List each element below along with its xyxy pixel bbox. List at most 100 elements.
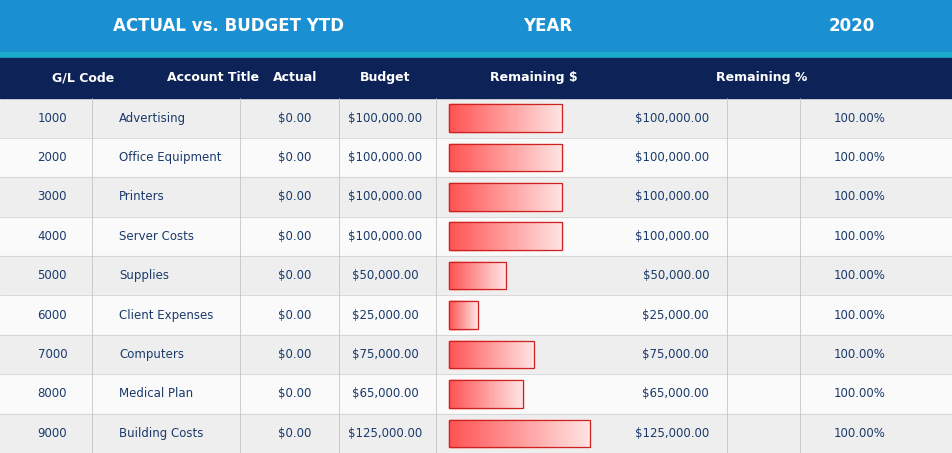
Bar <box>456 301 457 329</box>
Bar <box>0 177 952 217</box>
Bar <box>533 144 536 171</box>
Bar <box>510 341 513 368</box>
Text: Account Title: Account Title <box>167 72 259 84</box>
Bar <box>493 262 495 289</box>
Bar <box>546 144 549 171</box>
Bar <box>481 262 483 289</box>
Bar <box>497 341 500 368</box>
Bar <box>467 222 470 250</box>
Bar <box>504 183 506 211</box>
Bar <box>481 104 485 132</box>
Bar <box>528 222 531 250</box>
Bar <box>457 262 459 289</box>
Bar <box>540 222 543 250</box>
Bar <box>540 104 543 132</box>
Bar <box>472 183 475 211</box>
Bar <box>503 419 506 447</box>
Bar <box>482 341 485 368</box>
Bar <box>501 262 504 289</box>
Bar <box>508 104 511 132</box>
Bar <box>579 419 583 447</box>
Bar <box>519 222 523 250</box>
Bar <box>471 301 473 329</box>
Bar <box>567 419 571 447</box>
Text: $100,000.00: $100,000.00 <box>348 190 423 203</box>
Bar <box>476 341 479 368</box>
Bar <box>496 380 499 408</box>
Bar <box>522 341 525 368</box>
Bar <box>472 301 474 329</box>
Bar <box>484 341 486 368</box>
Bar <box>520 380 522 408</box>
Bar <box>498 380 500 408</box>
Bar <box>461 419 465 447</box>
Bar <box>530 104 534 132</box>
Bar <box>555 144 559 171</box>
Bar <box>449 183 562 211</box>
Bar <box>456 262 458 289</box>
Bar <box>506 341 507 368</box>
Bar <box>560 183 563 211</box>
Bar <box>526 104 529 132</box>
Bar <box>484 262 486 289</box>
Text: $25,000.00: $25,000.00 <box>352 308 419 322</box>
Text: $0.00: $0.00 <box>278 190 312 203</box>
Bar <box>490 183 493 211</box>
Text: 2020: 2020 <box>829 17 875 35</box>
Bar <box>506 144 509 171</box>
Bar <box>461 222 464 250</box>
Text: G/L Code: G/L Code <box>52 72 114 84</box>
Bar <box>544 144 547 171</box>
Bar <box>487 104 491 132</box>
Text: $0.00: $0.00 <box>278 308 312 322</box>
Bar <box>451 222 455 250</box>
Bar <box>475 262 477 289</box>
Bar <box>458 104 462 132</box>
Bar <box>462 301 464 329</box>
Bar <box>515 183 518 211</box>
Bar <box>510 222 513 250</box>
Bar <box>475 419 479 447</box>
Bar <box>463 380 465 408</box>
Bar <box>514 419 518 447</box>
Text: 5000: 5000 <box>38 269 67 282</box>
Text: $0.00: $0.00 <box>278 387 312 400</box>
Bar <box>517 341 520 368</box>
Bar <box>546 104 549 132</box>
Bar <box>458 222 462 250</box>
Bar <box>533 183 536 211</box>
Bar <box>455 262 457 289</box>
Bar <box>501 183 505 211</box>
Bar <box>505 262 506 289</box>
Bar <box>534 419 538 447</box>
Bar <box>582 419 585 447</box>
Bar <box>517 183 520 211</box>
Bar <box>449 144 562 171</box>
Bar <box>555 104 559 132</box>
Text: 9000: 9000 <box>37 427 68 440</box>
Bar <box>490 222 493 250</box>
Text: 2000: 2000 <box>37 151 68 164</box>
Bar <box>468 380 471 408</box>
Bar <box>522 222 525 250</box>
Bar <box>505 380 507 408</box>
Text: Server Costs: Server Costs <box>119 230 194 243</box>
Bar <box>528 104 531 132</box>
Bar <box>0 374 952 414</box>
Bar <box>463 183 466 211</box>
Bar <box>456 144 459 171</box>
Bar <box>469 301 471 329</box>
Bar <box>501 104 505 132</box>
Bar <box>451 144 455 171</box>
Bar <box>522 144 525 171</box>
Bar <box>466 301 467 329</box>
Bar <box>511 380 513 408</box>
Bar <box>477 301 479 329</box>
Bar <box>466 301 468 329</box>
Bar <box>512 183 516 211</box>
Bar <box>551 183 554 211</box>
Bar <box>526 183 529 211</box>
Bar <box>506 104 509 132</box>
Bar <box>511 419 515 447</box>
Bar <box>524 183 527 211</box>
